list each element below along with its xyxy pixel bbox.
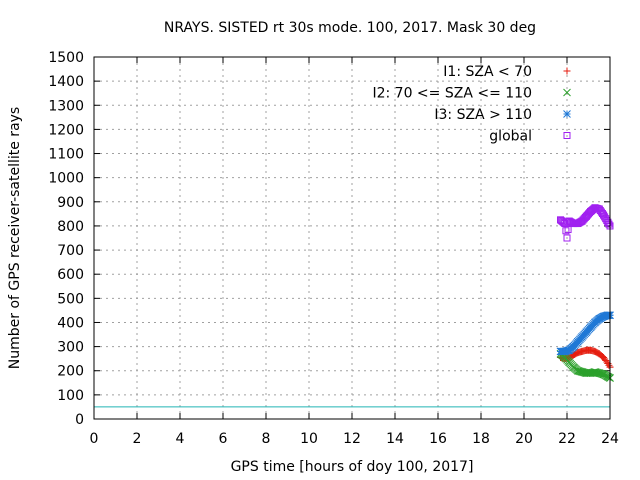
y-tick-label: 200 <box>57 364 84 380</box>
data-point <box>561 220 569 228</box>
data-point <box>591 204 599 212</box>
legend-label: I2: 70 <= SZA <= 110 <box>372 86 532 102</box>
legend-label: I1: SZA < 70 <box>443 64 532 80</box>
y-tick-label: 0 <box>75 412 84 428</box>
series-4 <box>557 204 614 242</box>
x-tick-label: 14 <box>386 431 404 447</box>
data-point <box>586 369 595 378</box>
legend-label: global <box>489 129 532 145</box>
data-point <box>599 370 608 379</box>
x-tick-label: 8 <box>262 431 271 447</box>
data-point <box>574 349 582 357</box>
y-tick-label: 1000 <box>48 171 84 187</box>
y-tick-label: 1100 <box>48 147 84 163</box>
data-point <box>562 227 570 235</box>
data-points <box>556 204 614 382</box>
data-point <box>578 347 586 355</box>
y-tick-label: 1200 <box>48 122 84 138</box>
data-point <box>591 347 599 355</box>
x-tick-label: 12 <box>343 431 361 447</box>
data-point <box>599 312 608 321</box>
data-point <box>587 346 595 354</box>
data-point <box>569 220 577 228</box>
data-point <box>595 350 603 358</box>
x-tick-label: 6 <box>219 431 228 447</box>
data-point <box>573 366 582 375</box>
x-tick-label: 22 <box>558 431 576 447</box>
x-tick-label: 0 <box>90 431 99 447</box>
x-tick-label: 16 <box>429 431 447 447</box>
legend-marker <box>563 132 571 139</box>
x-tick-label: 20 <box>515 431 533 447</box>
data-point <box>561 355 569 363</box>
y-tick-label: 1400 <box>48 74 84 90</box>
data-point <box>600 211 608 219</box>
data-point <box>595 369 604 378</box>
x-tick-label: 2 <box>133 431 142 447</box>
legend: I1: SZA < 70 I2: 70 <= SZA <= 110 I3: SZA … <box>372 64 571 145</box>
y-tick-label: 300 <box>57 340 84 356</box>
x-tick-label: 10 <box>300 431 318 447</box>
y-tick-label: 1500 <box>48 50 84 66</box>
data-point <box>557 216 565 224</box>
x-tick-label: 24 <box>601 431 619 447</box>
y-tick-label: 600 <box>57 267 84 283</box>
legend-label: I3: SZA > 110 <box>434 107 532 123</box>
y-tick-label: 1300 <box>48 98 84 114</box>
y-tick-label: 700 <box>57 243 84 259</box>
data-point <box>574 220 582 228</box>
data-point <box>582 212 590 220</box>
data-point <box>587 207 595 215</box>
data-point <box>560 347 569 356</box>
data-point <box>595 205 603 213</box>
y-tick-label: 900 <box>57 195 84 211</box>
data-point <box>591 368 599 376</box>
y-tick-label: 400 <box>57 315 84 331</box>
chart-title: NRAYS. SISTED rt 30s mode. 100, 2017. Ma… <box>164 20 536 36</box>
data-point <box>578 368 586 376</box>
series-2 <box>556 349 614 382</box>
data-point <box>565 346 574 355</box>
legend-marker <box>563 88 571 97</box>
x-axis-label: GPS time [hours of doy 100, 2017] <box>231 459 474 475</box>
legend-marker <box>563 110 571 118</box>
y-tick-label: 800 <box>57 219 84 235</box>
legend-marker <box>563 67 571 75</box>
y-tick-label: 500 <box>57 291 84 307</box>
data-point <box>563 234 571 242</box>
y-tick-label: 100 <box>57 388 84 404</box>
x-tick-label: 4 <box>176 431 185 447</box>
data-point <box>565 217 573 225</box>
data-point <box>605 220 613 228</box>
data-point <box>600 353 608 361</box>
series-3 <box>556 311 614 356</box>
axis-ticks: 0100200300400500600700800900100011001200… <box>48 50 619 447</box>
data-point <box>604 218 612 226</box>
data-point <box>578 217 586 225</box>
data-point <box>605 361 613 369</box>
x-tick-label: 18 <box>472 431 490 447</box>
plot-frame <box>93 56 611 420</box>
y-axis-label: Number of GPS receiver-satellite rays <box>7 107 23 369</box>
grid <box>94 57 610 419</box>
